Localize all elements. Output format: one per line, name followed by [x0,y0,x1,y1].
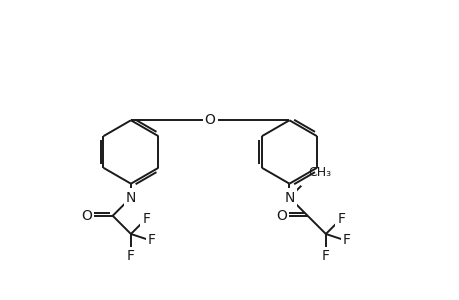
Text: O: O [276,209,287,223]
Text: F: F [127,249,134,263]
Text: N: N [284,190,294,205]
Text: F: F [342,232,350,247]
Text: O: O [204,113,215,127]
Text: F: F [148,232,156,247]
Text: F: F [336,212,345,226]
Text: CH₃: CH₃ [308,166,330,179]
Text: F: F [142,212,150,226]
Text: N: N [125,190,136,205]
Text: O: O [81,209,92,223]
Text: F: F [321,249,329,263]
